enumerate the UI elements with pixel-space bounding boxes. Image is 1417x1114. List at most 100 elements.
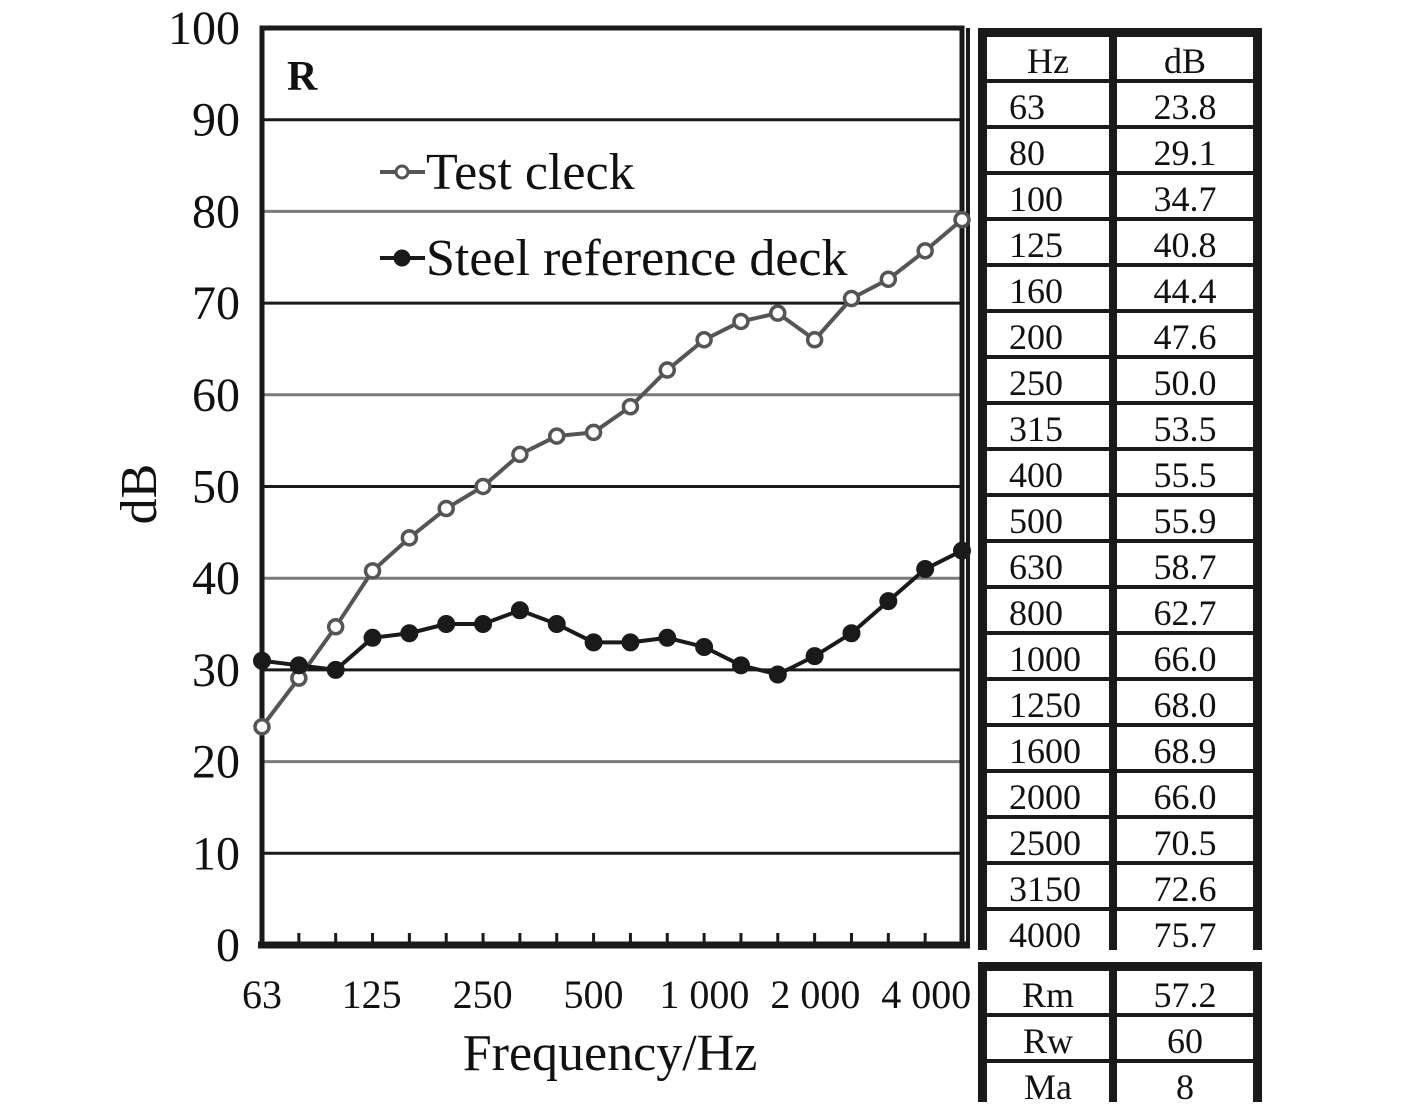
steel-reference-point [437,615,456,634]
test-point [326,618,345,636]
table-row: Ma 8 [987,1063,1253,1105]
table-row: 4000 75.7 [987,911,1253,953]
table-row: 200 47.6 [987,313,1253,355]
table-row: 1600 68.9 [987,727,1253,769]
x-tick-label: 250 [453,972,513,1017]
row-label-cell: 1600 [987,727,1109,769]
y-tick-label: 80 [192,185,240,238]
table-row: 315 53.5 [987,405,1253,447]
table-row: 2500 70.5 [987,819,1253,861]
table-row: 63 23.8 [987,83,1253,125]
row-label-cell: 4000 [987,911,1109,953]
steel-reference-point [363,628,382,647]
table-row: 100 34.7 [987,175,1253,217]
steel-reference-point [326,660,345,679]
value-cell: 8 [1117,1063,1253,1105]
steel-reference-point [289,656,308,675]
summary-table: Rm 57.2 Rw 60 Ma 8 [978,962,1262,1105]
y-tick-label: 70 [192,277,240,330]
value-cell: 58.7 [1117,543,1253,585]
row-label-cell: 630 [987,543,1109,585]
row-label-cell: 80 [987,129,1109,171]
table-row: Rm 57.2 [987,971,1253,1013]
row-label-cell: 160 [987,267,1109,309]
test-point [953,210,971,229]
test-point [732,312,750,331]
steel-reference-point [584,633,603,652]
row-label-cell: Rw [987,1017,1109,1059]
legend-marker [394,164,410,180]
y-tick-label: 100 [168,2,240,55]
row-label-cell: 63 [987,83,1109,125]
table-row: Rw 60 [987,1017,1253,1059]
table-row: 500 55.9 [987,497,1253,539]
test-point [695,331,713,349]
steel-reference-point [916,560,935,579]
value-cell: 50.0 [1117,359,1253,401]
test-point [400,529,419,547]
y-tick-label: 60 [192,369,240,422]
row-label-cell: 3150 [987,865,1109,907]
row-label-cell: 2000 [987,773,1109,815]
header-cell: Hz [987,37,1109,79]
table-row: 630 58.7 [987,543,1253,585]
legend-label: Steel reference deck [426,230,847,287]
row-label-cell: 250 [987,359,1109,401]
value-cell: 55.5 [1117,451,1253,493]
test-point [253,718,271,736]
row-label-cell: 100 [987,175,1109,217]
row-label-cell: 800 [987,589,1109,631]
table-row: 1000 66.0 [987,635,1253,677]
steel-reference-point [400,624,419,643]
value-cell: 66.0 [1117,635,1253,677]
row-label-cell: Rm [987,971,1109,1013]
steel-reference-point [658,628,677,647]
table-row: 400 55.5 [987,451,1253,493]
steel-reference-point [768,665,787,684]
value-cell: 68.0 [1117,681,1253,723]
y-tick-label: 50 [192,461,240,514]
test-point [805,331,824,349]
table-row: 2000 66.0 [987,773,1253,815]
x-tick-label: 63 [242,972,282,1017]
test-point [621,397,640,416]
y-tick-label: 40 [192,552,240,605]
value-cell: 40.8 [1117,221,1253,263]
frequency-table: Hz dB 63 23.8 80 29.1 100 34.7 125 40.8 160 44.4 200… [978,28,1262,999]
value-cell: 29.1 [1117,129,1253,171]
row-label-cell: 2500 [987,819,1109,861]
row-label-cell: 1000 [987,635,1109,677]
test-point [511,445,529,464]
row-label-cell: 125 [987,221,1109,263]
value-cell: 60 [1117,1017,1253,1059]
row-label-cell: 315 [987,405,1109,447]
value-cell: 44.4 [1117,267,1253,309]
x-axis-title: Frequency/Hz [463,1025,758,1082]
value-cell: 34.7 [1117,175,1253,217]
y-tick-label: 30 [192,644,240,697]
value-cell: 47.6 [1117,313,1253,355]
test-point [879,270,898,289]
legend-marker [393,249,411,267]
value-cell: 72.6 [1117,865,1253,907]
steel-reference-point [510,601,529,620]
y-tick-label: 0 [216,919,240,972]
table-row: 3150 72.6 [987,865,1253,907]
table-row: 800 62.7 [987,589,1253,631]
steel-reference-point [731,656,750,675]
x-tick-label: 1 000 [659,972,749,1017]
test-point [658,361,677,379]
test-point [547,427,566,445]
value-cell: 55.9 [1117,497,1253,539]
row-label-cell: 500 [987,497,1109,539]
value-cell: 70.5 [1117,819,1253,861]
x-tick-label: 4 000 [881,972,971,1017]
test-point [916,242,934,260]
x-tick-label: 125 [342,972,402,1017]
value-cell: 66.0 [1117,773,1253,815]
value-cell: 53.5 [1117,405,1253,447]
x-tick-label: 500 [564,972,624,1017]
test-point [584,423,603,442]
y-tick-label: 20 [192,736,240,789]
test-point [842,289,861,308]
